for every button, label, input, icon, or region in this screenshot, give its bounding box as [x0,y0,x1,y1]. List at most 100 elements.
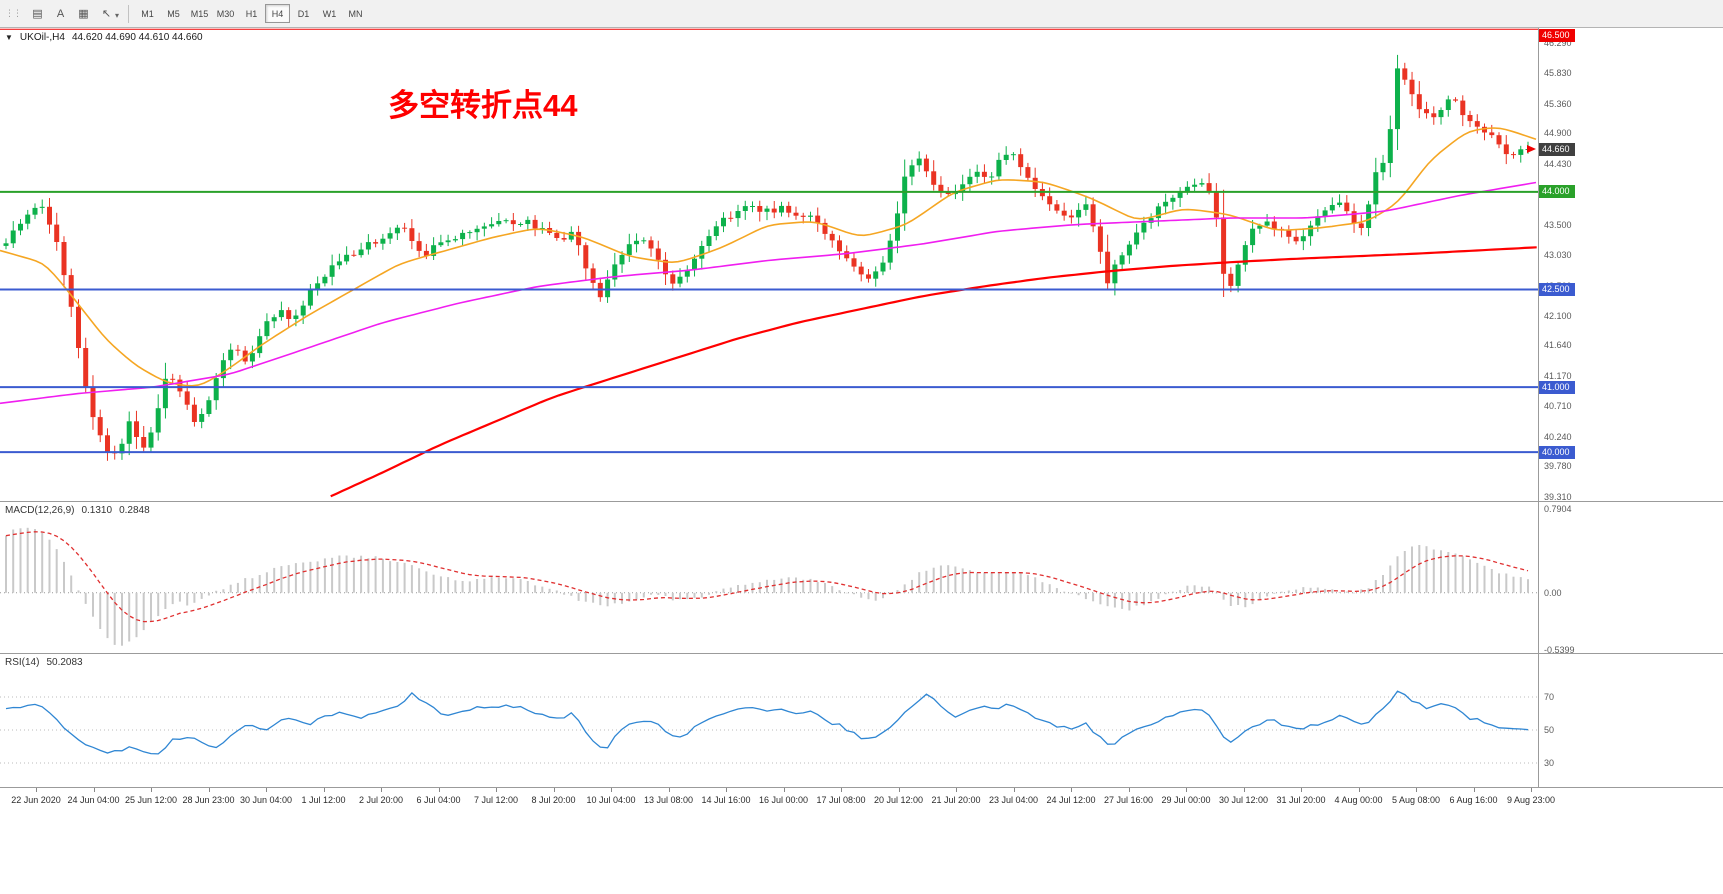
rsi-label: RSI(14) 50.2083 [5,657,83,668]
time-axis-tick [1358,788,1360,792]
time-axis-tick [496,788,497,792]
time-axis-label: 8 Jul 20:00 [531,795,576,805]
macd-axis-label: -0.5399 [1544,645,1575,655]
time-axis-tick [1071,788,1072,792]
price-level-label: 40.000 [1539,445,1575,459]
time-axis-tick [1186,788,1187,792]
rsi-axis-label: 70 [1544,692,1555,702]
chart-bars-icon[interactable]: ▤ [32,8,43,20]
time-axis-label: 4 Aug 00:00 [1334,795,1383,805]
toolbar-separator [128,4,130,23]
text-tool-icon[interactable]: A [56,7,65,20]
time-axis-tick [266,788,267,792]
time-axis-tick [1416,788,1417,792]
price-tick-label: 39.310 [1544,492,1572,502]
rsi-axis-label: 50 [1544,725,1555,735]
time-axis-label: 30 Jul 12:00 [1218,795,1269,805]
price-tick-label: 39.780 [1544,461,1572,472]
time-axis-tick [208,788,210,792]
timeframe-m30[interactable]: M30 [216,8,235,19]
price-tick-label: 45.360 [1544,98,1572,109]
panel-separator[interactable] [0,653,1723,654]
time-axis-tick [726,788,727,792]
time-axis-label: 22 Jun 2020 [11,795,61,805]
symbol-info: ▼ UKOil-,H4 44.620 44.690 44.610 44.660 [5,32,203,43]
rsi-panel[interactable]: RSI(14) 50.2083 [0,654,1538,788]
rsi-canvas[interactable] [0,654,1538,788]
time-axis-label: 14 Jul 16:00 [701,795,751,805]
chart-template-icon[interactable]: ▦ [78,8,89,20]
price-level-label: 42.500 [1539,283,1575,296]
price-chart-canvas[interactable] [0,28,1538,502]
timeframe-h4[interactable]: H4 [265,4,291,23]
time-axis-label: 1 Jul 12:00 [301,795,346,805]
time-axis-tick [1243,788,1245,792]
time-axis[interactable]: 22 Jun 2020 24 Jun 04:00 25 Jun 12:00 28 Ju… [0,788,1723,894]
time-axis-tick [1301,788,1302,792]
dropdown-caret-icon[interactable]: ▾ [115,11,120,20]
toolbar-grip[interactable]: ⋮⋮ [5,8,22,18]
price-scale-separator [1538,28,1539,788]
collapse-arrow-icon[interactable]: ▼ [5,33,13,42]
symbol-ohlc: 44.620 44.690 44.610 44.660 [71,32,203,43]
time-axis-label: 30 Jun 04:00 [239,795,293,805]
time-axis-tick [1473,788,1475,792]
time-axis-label: 10 Jul 04:00 [586,795,636,805]
price-tick-label: 43.030 [1544,250,1572,260]
macd-signal-value: 0.2848 [119,505,150,516]
timeframe-mn[interactable]: MN [348,8,363,19]
timeframe-m15[interactable]: M15 [190,8,209,19]
timeframe-d1[interactable]: D1 [297,8,310,19]
time-axis-tick [956,788,957,792]
time-axis-label: 6 Jul 04:00 [416,795,461,805]
price-tick-label: 41.170 [1544,371,1572,381]
panel-separator[interactable] [0,787,1723,788]
price-tick-label: 44.900 [1544,128,1572,139]
chart-annotation-text: 多空转折点44 [388,88,578,123]
price-chart-panel[interactable]: ▼ UKOil-,H4 44.620 44.690 44.610 44.660 … [0,28,1538,502]
time-axis-label: 28 Jun 23:00 [182,795,235,805]
price-tick-label: 45.830 [1544,67,1572,78]
time-axis-tick [1013,788,1015,792]
cursor-tool-icon[interactable]: ↖ [101,8,112,20]
price-tick-label: 46.290 [1544,38,1572,48]
time-axis-label: 31 Jul 20:00 [1276,795,1326,805]
time-axis-tick [93,788,95,792]
price-scale[interactable]: 46.29045.83045.36044.90044.43043.96043.5… [1539,28,1723,788]
toolbar: ⋮⋮ ▤ A ▦ ↖ ▾ M1 M5 M15 M30 H1 H4 D1 W1 MN [0,0,1723,28]
price-tick-label: 41.640 [1544,340,1572,351]
time-axis-label: 16 Jul 00:00 [758,795,809,805]
time-axis-tick [668,788,670,792]
macd-panel[interactable]: MACD(12,26,9) 0.1310 0.2848 [0,502,1538,654]
price-tick-label: 40.710 [1544,400,1572,411]
time-axis-label: 17 Jul 08:00 [816,795,866,805]
time-axis-label: 7 Jul 12:00 [473,795,519,805]
time-axis-label: 6 Aug 16:00 [1449,795,1498,805]
time-axis-label: 13 Jul 08:00 [643,795,694,805]
macd-canvas[interactable] [0,502,1538,654]
time-axis-tick [381,788,382,792]
time-axis-label: 24 Jun 04:00 [67,795,120,805]
rsi-name: RSI(14) [5,657,40,668]
timeframe-w1[interactable]: W1 [322,8,337,19]
timeframe-m1[interactable]: M1 [141,8,154,19]
time-axis-label: 20 Jul 12:00 [873,795,924,805]
time-axis-tick [1128,788,1130,792]
time-axis-label: 21 Jul 20:00 [931,795,981,805]
price-tick-label: 40.240 [1544,431,1572,442]
price-level-label: 46.500 [1539,28,1575,42]
timeframe-m5[interactable]: M5 [167,8,180,19]
timeframe-h1[interactable]: H1 [245,8,258,19]
price-level-label: 41.000 [1539,380,1575,394]
time-axis-label: 2 Jul 20:00 [358,795,404,805]
rsi-value: 50.2083 [46,657,83,668]
macd-axis-label: 0.7904 [1544,504,1572,514]
time-axis-label: 23 Jul 04:00 [988,795,1039,805]
time-axis-label: 9 Aug 23:00 [1506,795,1556,805]
time-axis-tick [553,788,555,792]
time-axis-tick [783,788,785,792]
price-level-label: 44.000 [1539,185,1575,199]
panel-separator[interactable] [0,501,1723,502]
timeframe-group: M1 M5 M15 M30 H1 H4 D1 W1 MN [135,4,368,23]
